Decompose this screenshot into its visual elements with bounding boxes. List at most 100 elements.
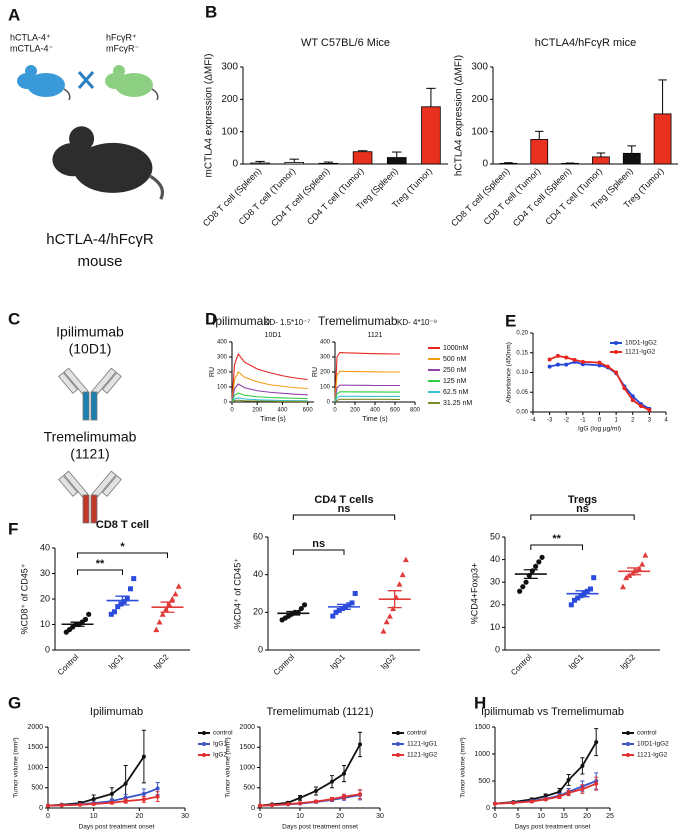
series-line — [47, 756, 145, 807]
x-axis-label: Days post treatment onset — [79, 824, 155, 831]
significance-label: ** — [552, 533, 561, 545]
legend-marker — [626, 753, 630, 757]
significance-label: ns — [312, 538, 325, 550]
legend-marker — [614, 350, 618, 354]
y-axis-label: %CD8⁺ of CD45⁺ — [19, 563, 29, 634]
x-tick-label: 20 — [135, 813, 143, 820]
series-line — [494, 782, 597, 805]
series-line — [259, 793, 361, 807]
data-point — [622, 386, 627, 391]
y-tick-label: 400 — [217, 340, 228, 346]
data-point — [108, 611, 114, 617]
y-axis-label: Absorbance (450nm) — [506, 342, 513, 403]
series-line — [231, 352, 308, 403]
y-tick-label: 0 — [258, 644, 263, 654]
chart-title: Ipilimumab — [90, 706, 143, 718]
data-point — [536, 559, 542, 565]
bar — [386, 157, 407, 165]
legend-label: control — [407, 730, 427, 737]
chart-title: Tremelimumab — [318, 314, 398, 328]
x-tick-label: IgG2 — [618, 652, 637, 671]
light-chain — [101, 372, 122, 394]
data-point — [349, 600, 355, 606]
data-point — [555, 353, 560, 358]
mouse-icon — [16, 64, 71, 100]
data-point — [566, 777, 571, 782]
series-line — [334, 395, 400, 403]
antibody-icon — [58, 470, 122, 524]
legend-marker — [626, 742, 630, 746]
chart-title: CD4 T cells — [314, 494, 373, 506]
data-point — [568, 602, 574, 608]
series-line — [334, 398, 400, 403]
y-tick-label: 10 — [40, 619, 50, 629]
data-point — [564, 362, 569, 367]
x-tick-label: IgG1 — [567, 652, 586, 671]
data-point — [493, 801, 497, 806]
legend-label: control — [637, 730, 657, 737]
data-point — [159, 611, 166, 617]
genotype-label: mFcγR⁻ — [106, 43, 139, 53]
significance-bracket — [530, 514, 635, 520]
mouse-label: mouse — [77, 253, 122, 270]
x-tick-label: IgG1 — [107, 652, 126, 671]
panel-label: B — [205, 2, 217, 21]
y-tick-label: 1500 — [27, 744, 43, 751]
y-tick-label: 1000 — [239, 764, 255, 771]
panel-label: A — [8, 5, 20, 24]
significance-label: * — [120, 541, 125, 553]
legend-marker — [396, 742, 400, 746]
data-point — [141, 791, 146, 796]
legend-label: control — [213, 730, 233, 737]
data-point — [358, 792, 362, 797]
data-point — [352, 591, 358, 596]
y-tick-label: 0 — [251, 805, 255, 812]
x-tick-label: 1 — [614, 418, 618, 424]
data-point — [572, 597, 577, 603]
sem-bar — [387, 590, 402, 609]
y-axis-label: RU — [312, 367, 319, 377]
data-point — [46, 803, 50, 808]
data-point — [314, 799, 318, 804]
sem-bar — [627, 567, 642, 576]
bar — [622, 152, 641, 165]
sem-bar — [575, 590, 590, 598]
data-point — [642, 552, 649, 558]
x-tick-label: 800 — [410, 408, 421, 414]
chart-title: Tremelimumab (1121) — [267, 706, 374, 718]
chart-subtitle: 10D1 — [265, 332, 282, 339]
mouse-icon — [104, 64, 159, 100]
x-tick-label: 15 — [560, 813, 568, 820]
y-tick-label: 300 — [471, 62, 488, 73]
y-tick-label: 0 — [45, 644, 50, 654]
x-tick-label: 10 — [537, 813, 545, 820]
x-tick-label: CD4 T cell (Tumor) — [543, 166, 604, 227]
legend-marker — [614, 341, 618, 345]
x-axis-label: Time (s) — [260, 416, 285, 423]
y-tick-label: 300 — [221, 62, 238, 73]
data-point — [564, 355, 569, 360]
y-axis-label: hCTLA4 expression (ΔMFI) — [454, 55, 465, 176]
light-chain — [58, 475, 79, 497]
y-tick-label: 0 — [495, 644, 500, 654]
data-point — [597, 363, 602, 368]
x-tick-label: CD8 T cell (Tumor) — [482, 166, 543, 227]
x-tick-label: 10 — [296, 813, 304, 820]
x-tick-label: -1 — [580, 418, 586, 424]
data-point — [124, 596, 130, 602]
data-point — [82, 616, 89, 623]
data-point — [383, 618, 390, 625]
series-line — [231, 371, 308, 403]
panel-label: F — [8, 519, 18, 538]
data-point — [630, 398, 635, 403]
x-tick-label: -4 — [530, 418, 536, 424]
data-point — [109, 791, 114, 796]
panel-label: D — [205, 309, 217, 328]
sem-bar — [160, 601, 175, 613]
data-point — [566, 790, 571, 795]
x-tick-label: 0 — [598, 418, 602, 424]
x-tick-label: 25 — [606, 813, 614, 820]
sem-bar — [337, 603, 351, 610]
